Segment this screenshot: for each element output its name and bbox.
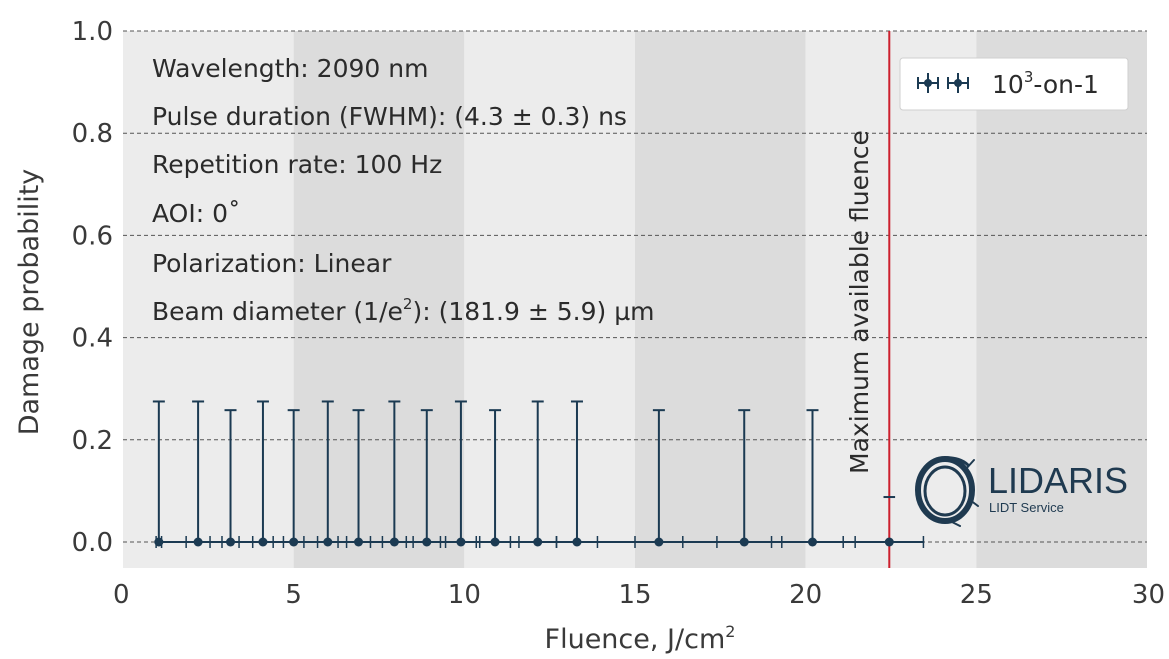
y-tick-label: 0.0 — [72, 528, 113, 558]
x-tick-labels: 0 5 10 15 20 25 30 — [113, 580, 1165, 610]
background-bands — [123, 31, 1147, 568]
data-point — [884, 537, 894, 547]
legend-label: 103-on-1 — [992, 68, 1099, 99]
max-fluence-label: Maximum available fluence — [845, 130, 874, 474]
y-axis-title: Damage probability — [14, 169, 45, 436]
x-axis-title-text: Fluence, J/cm — [545, 624, 726, 655]
x-tick-label: 20 — [789, 580, 822, 610]
beam-prefix: Beam diameter (1/e — [152, 297, 403, 326]
y-tick-label: 0.8 — [72, 119, 113, 149]
data-point — [258, 537, 268, 547]
data-point — [193, 537, 203, 547]
x-tick-label: 0 — [113, 580, 130, 610]
data-point — [490, 537, 500, 547]
lidaris-logo: LIDARIS LIDT Service — [915, 456, 1128, 527]
data-point — [456, 537, 466, 547]
background-band — [123, 31, 294, 568]
info-wavelength: Wavelength: 2090 nm — [152, 54, 428, 83]
data-point — [323, 537, 333, 547]
x-tick-label: 5 — [285, 580, 302, 610]
legend-label-rest: -on-1 — [1033, 70, 1099, 99]
info-polarization: Polarization: Linear — [152, 249, 392, 278]
data-point — [807, 537, 817, 547]
data-point — [739, 537, 749, 547]
data-point — [533, 537, 543, 547]
data-point — [154, 537, 164, 547]
x-axis-title-sup: 2 — [725, 622, 735, 641]
y-tick-label: 0.4 — [72, 324, 113, 354]
info-repetition-rate: Repetition rate: 100 Hz — [152, 150, 442, 179]
y-tick-label: 0.2 — [72, 426, 113, 456]
logo-title: LIDARIS — [988, 460, 1128, 501]
beam-sup: 2 — [403, 295, 413, 313]
x-tick-label: 15 — [618, 580, 651, 610]
x-tick-label: 25 — [960, 580, 993, 610]
data-point — [226, 537, 236, 547]
measurement-info: Wavelength: 2090 nm Pulse duration (FWHM… — [152, 54, 654, 326]
beam-suffix: ): (181.9 ± 5.9) µm — [412, 297, 654, 326]
info-pulse-duration: Pulse duration (FWHM): (4.3 ± 0.3) ns — [152, 102, 627, 131]
data-point — [289, 537, 299, 547]
info-aoi: AOI: 0˚ — [152, 199, 241, 228]
background-band — [293, 31, 465, 568]
legend-label-base: 10 — [992, 70, 1024, 99]
data-series — [152, 400, 925, 548]
logo-emblem-icon — [915, 456, 979, 527]
logo-subtitle: LIDT Service — [989, 500, 1064, 515]
data-point — [354, 537, 364, 547]
background-band — [635, 31, 806, 568]
y-tick-label: 0.6 — [72, 221, 113, 251]
background-band — [464, 31, 635, 568]
x-tick-label: 10 — [448, 580, 481, 610]
legend: 103-on-1 — [899, 57, 1129, 111]
background-band — [976, 31, 1147, 568]
x-axis-title: Fluence, J/cm2 — [545, 622, 736, 655]
x-tick-label: 30 — [1132, 580, 1165, 610]
y-tick-labels: 0.0 0.2 0.4 0.6 0.8 1.0 — [72, 17, 113, 558]
data-point — [422, 537, 432, 547]
legend-marker — [917, 73, 969, 93]
legend-box — [899, 57, 1129, 111]
legend-label-sup: 3 — [1024, 68, 1034, 86]
y-tick-label: 1.0 — [72, 17, 113, 47]
data-point — [389, 537, 399, 547]
info-beam-diameter: Beam diameter (1/e2): (181.9 ± 5.9) µm — [152, 295, 654, 326]
data-point — [572, 537, 582, 547]
background-band — [805, 31, 977, 568]
data-point — [654, 537, 664, 547]
